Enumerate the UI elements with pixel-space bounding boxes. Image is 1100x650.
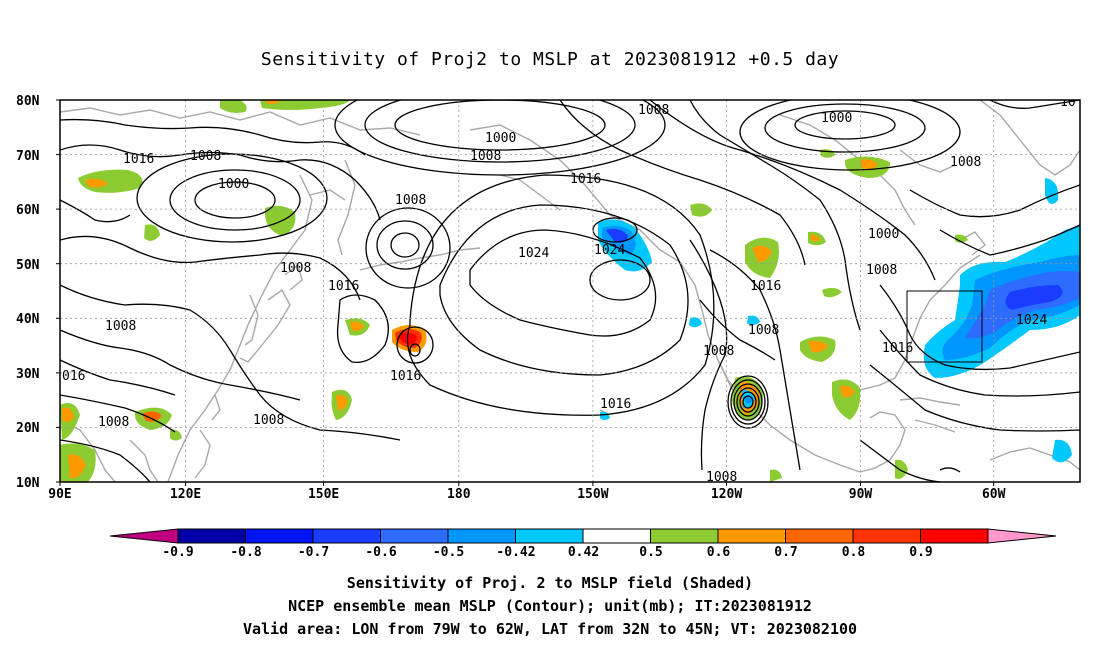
lon-label: 60W xyxy=(982,487,1006,502)
contour-label: 1000 xyxy=(868,227,899,242)
lat-label: 70N xyxy=(16,149,40,164)
contour-label: 1016 xyxy=(123,152,154,167)
lon-label: 90W xyxy=(849,487,873,502)
colorbar-swatch xyxy=(515,528,584,544)
contour-label: 1016 xyxy=(600,397,631,412)
valid-area-box xyxy=(906,290,983,363)
contour-label-1016-box: 1016 xyxy=(882,341,913,356)
contour-label: 1008 xyxy=(638,103,669,118)
colorbar-swatch xyxy=(920,528,989,544)
colorbar-label: -0.42 xyxy=(496,545,535,560)
colorbar-swatch xyxy=(717,528,786,544)
colorbar-label: -0.5 xyxy=(433,545,464,560)
contour-label: 1024 xyxy=(518,246,549,261)
colorbar-label: -0.7 xyxy=(298,545,329,560)
contour-label: 1008 xyxy=(866,263,897,278)
sensitivity-shading xyxy=(60,100,1080,482)
contour-label: 1008 xyxy=(98,415,129,430)
contour-label: 1008 xyxy=(703,344,734,359)
colorbar-arrow-left xyxy=(109,528,179,544)
lat-label: 60N xyxy=(16,203,40,218)
lat-label: 50N xyxy=(16,258,40,273)
axis-ticks xyxy=(56,99,995,486)
colorbar-label: 0.5 xyxy=(639,545,662,560)
contour-labels: 1000 1000 1000 1000 1008 1008 1008 1008 … xyxy=(62,95,1076,485)
contour-label: 1008 xyxy=(190,149,221,164)
colorbar-label: 0.8 xyxy=(842,545,866,560)
contour-label: 1008 xyxy=(395,193,426,208)
colorbar-swatch xyxy=(582,528,651,544)
lon-label: 90E xyxy=(48,487,71,502)
caption-contour: NCEP ensemble mean MSLP (Contour); unit(… xyxy=(288,597,812,615)
contour-label: 1000 xyxy=(485,131,516,146)
contour-label: 016 xyxy=(62,369,85,384)
contour-label: 1024 xyxy=(1016,313,1047,328)
contour-label: 1016 xyxy=(570,172,601,187)
lon-label: 150W xyxy=(577,487,608,502)
colorbar-arrow-right xyxy=(987,528,1057,544)
colorbar-label: 0.42 xyxy=(568,545,599,560)
lat-label: 40N xyxy=(16,312,40,327)
caption-shaded: Sensitivity of Proj. 2 to MSLP field (Sh… xyxy=(346,574,754,592)
colorbar xyxy=(109,528,1057,544)
colorbar-swatch xyxy=(380,528,449,544)
colorbar-label: 0.9 xyxy=(909,545,932,560)
colorbar-swatch xyxy=(785,528,854,544)
contour-label: 1008 xyxy=(706,470,737,485)
contour-label: 1008 xyxy=(280,261,311,276)
lat-label: 30N xyxy=(16,367,40,382)
map-frame xyxy=(59,99,1081,483)
lat-label: 20N xyxy=(16,421,40,436)
contour-label: 1000 xyxy=(218,177,249,192)
contour-label: 1024 xyxy=(594,243,625,258)
colorbar-label: -0.8 xyxy=(230,545,261,560)
contour-label: 1016 xyxy=(750,279,781,294)
colorbar-label: 0.6 xyxy=(707,545,731,560)
contour-label: 1008 xyxy=(253,413,284,428)
colorbar-swatch xyxy=(650,528,719,544)
lon-label: 120W xyxy=(711,487,742,502)
latitude-labels: 80N 70N 60N 50N 40N 30N 20N 10N xyxy=(16,94,40,491)
mslp-contours xyxy=(60,100,1080,482)
contour-label: 1016 xyxy=(328,279,359,294)
lon-label: 150E xyxy=(308,487,339,502)
contour-label: 1008 xyxy=(470,149,501,164)
colorbar-swatch xyxy=(447,528,516,544)
contour-label: 1008 xyxy=(748,323,779,338)
colorbar-label: -0.9 xyxy=(162,545,193,560)
colorbar-label: -0.6 xyxy=(365,545,396,560)
map-plot-area: 1000 1000 1000 1000 1008 1008 1008 1008 … xyxy=(60,95,1080,485)
colorbar-labels: -0.9 -0.8 -0.7 -0.6 -0.5 -0.42 0.42 0.5 … xyxy=(162,545,932,560)
contour-label: 1008 xyxy=(105,319,136,334)
colorbar-label: 0.7 xyxy=(774,545,797,560)
colorbar-swatch xyxy=(245,528,314,544)
sensitivity-map: 1000 1000 1000 1000 1008 1008 1008 1008 … xyxy=(16,94,1081,560)
grid-lines xyxy=(60,100,1080,482)
map-title: Sensitivity of Proj2 to MSLP at 20230819… xyxy=(260,49,840,70)
caption-valid-area: Valid area: LON from 79W to 62W, LAT fro… xyxy=(242,620,858,638)
lat-label: 10N xyxy=(16,476,40,491)
contour-label: 10 xyxy=(1060,95,1076,110)
lat-label: 80N xyxy=(16,94,40,109)
lon-label: 120E xyxy=(170,487,201,502)
colorbar-swatch xyxy=(177,528,246,544)
colorbar-swatch xyxy=(312,528,381,544)
lon-label: 180 xyxy=(447,487,471,502)
contour-label: 1016 xyxy=(390,369,421,384)
contour-label: 1000 xyxy=(821,111,852,126)
contour-label: 1008 xyxy=(950,155,981,170)
colorbar-swatch xyxy=(852,528,921,544)
longitude-labels: 90E 120E 150E 180 150W 120W 90W 60W xyxy=(48,487,1005,502)
